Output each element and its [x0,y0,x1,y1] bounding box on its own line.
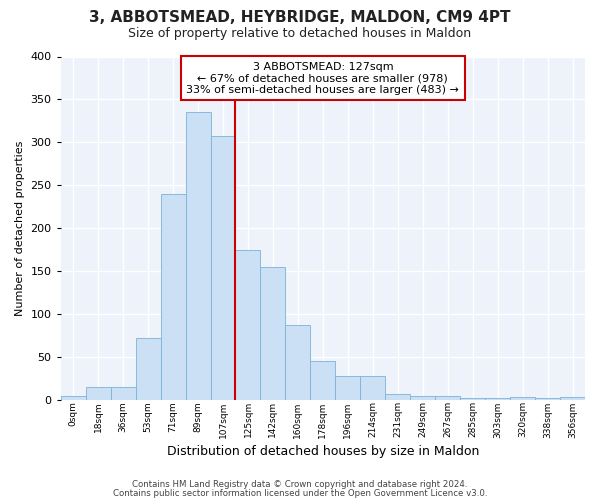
Bar [560,397,585,400]
Bar [161,194,185,400]
Bar [235,250,260,400]
Bar [361,376,385,400]
Bar [460,398,485,400]
Bar [410,396,435,400]
Bar [86,387,110,400]
Bar [510,397,535,400]
Bar [260,267,286,400]
Text: Contains HM Land Registry data © Crown copyright and database right 2024.: Contains HM Land Registry data © Crown c… [132,480,468,489]
Text: 3, ABBOTSMEAD, HEYBRIDGE, MALDON, CM9 4PT: 3, ABBOTSMEAD, HEYBRIDGE, MALDON, CM9 4P… [89,10,511,25]
Bar [110,387,136,400]
Text: Size of property relative to detached houses in Maldon: Size of property relative to detached ho… [128,28,472,40]
Bar [310,361,335,400]
Bar [136,338,161,400]
Bar [211,136,235,400]
Bar [435,396,460,400]
Bar [535,398,560,400]
Bar [385,394,410,400]
X-axis label: Distribution of detached houses by size in Maldon: Distribution of detached houses by size … [167,444,479,458]
Bar [335,376,361,400]
Text: Contains public sector information licensed under the Open Government Licence v3: Contains public sector information licen… [113,488,487,498]
Bar [286,325,310,400]
Bar [485,398,510,400]
Bar [185,112,211,400]
Bar [61,396,86,400]
Y-axis label: Number of detached properties: Number of detached properties [15,140,25,316]
Text: 3 ABBOTSMEAD: 127sqm
← 67% of detached houses are smaller (978)
33% of semi-deta: 3 ABBOTSMEAD: 127sqm ← 67% of detached h… [187,62,459,95]
